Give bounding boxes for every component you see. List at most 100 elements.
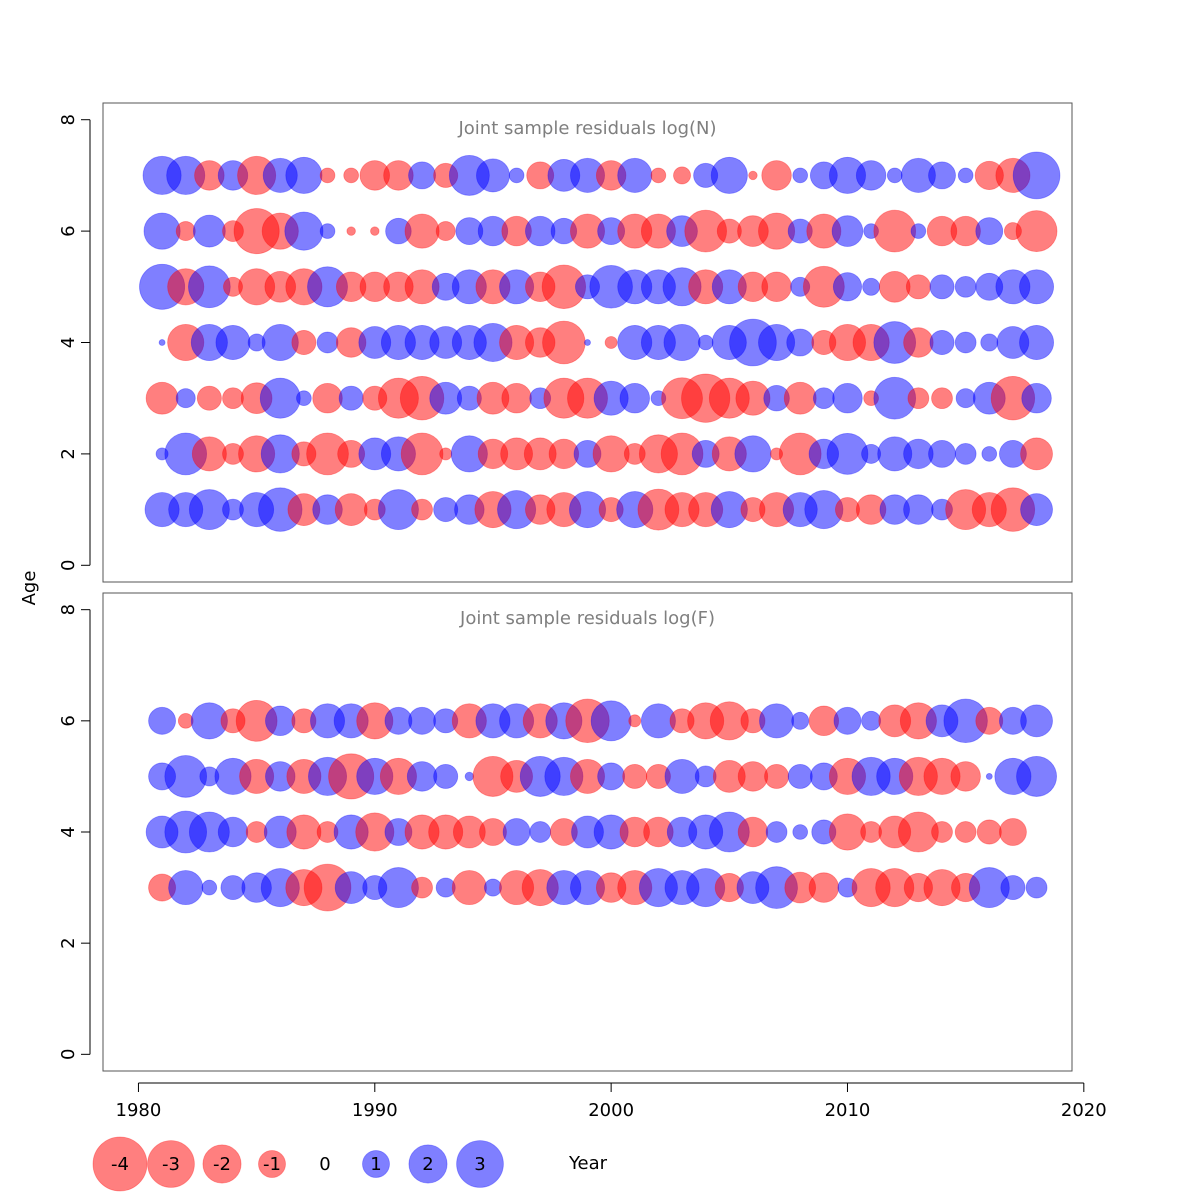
residual-bubble xyxy=(1021,383,1052,414)
residual-bubble xyxy=(954,275,977,298)
residual-bubble xyxy=(406,761,438,792)
legend-item: -4 xyxy=(92,1136,148,1192)
x-tick-label: 1980 xyxy=(116,1100,162,1121)
residual-bubble xyxy=(903,327,934,358)
y-tick-label: 8 xyxy=(58,604,79,615)
legend-title: Year xyxy=(568,1153,608,1174)
residual-bubble xyxy=(828,813,866,851)
y-tick-label: 0 xyxy=(58,1049,79,1060)
legend-item: -2 xyxy=(202,1144,242,1184)
y-tick-label: 2 xyxy=(58,448,79,459)
legend-item: -3 xyxy=(147,1140,195,1188)
residual-bubble xyxy=(931,821,953,843)
residual-bubble xyxy=(928,439,956,468)
residual-bubble xyxy=(761,160,792,191)
residual-bubble xyxy=(525,215,556,247)
panel-title: Joint sample residuals log(N) xyxy=(457,118,716,139)
x-tick-label: 1990 xyxy=(352,1100,398,1121)
legend-bubble xyxy=(408,1144,448,1184)
residual-bubble xyxy=(929,274,955,300)
residual-bubble xyxy=(476,158,510,193)
residual-bubble xyxy=(319,167,336,184)
residual-bubble xyxy=(145,381,179,415)
legend-label: -4 xyxy=(111,1154,129,1175)
residual-bubble xyxy=(259,377,301,419)
residual-bubble xyxy=(957,167,974,184)
residual-bubble xyxy=(792,167,809,184)
residual-bubble xyxy=(411,498,433,521)
x-tick-label: 2010 xyxy=(825,1100,871,1121)
residual-bubble xyxy=(584,339,591,346)
residual-bubble xyxy=(628,714,642,728)
residual-bubble xyxy=(408,706,436,735)
residual-bubble xyxy=(764,763,790,789)
residual-bubble xyxy=(734,435,772,473)
residual-bubble xyxy=(903,494,934,525)
residual-bubble xyxy=(1020,493,1053,526)
y-axis-label: Age xyxy=(19,571,40,606)
residual-bubble xyxy=(215,325,251,360)
residual-bubble xyxy=(831,215,864,247)
residual-bubble xyxy=(508,167,525,184)
legend-bubble xyxy=(362,1150,390,1178)
residual-bubble xyxy=(954,821,977,843)
residual-bubble xyxy=(408,161,436,190)
x-axis: 1980 1990 2000 2010 2020 xyxy=(116,1082,1107,1121)
residual-bubble xyxy=(222,387,244,410)
residual-bubble xyxy=(1025,876,1048,899)
legend-item: -1 xyxy=(258,1150,286,1178)
residual-bubble xyxy=(319,223,336,239)
residual-bubble xyxy=(201,879,218,896)
residual-bubble xyxy=(622,763,648,789)
residual-bubble xyxy=(148,706,176,735)
legend-item: 3 xyxy=(456,1140,504,1188)
residual-bubble xyxy=(855,160,887,191)
residual-bubble xyxy=(980,333,999,352)
residual-bubble xyxy=(175,388,196,409)
residual-bubble xyxy=(873,209,917,253)
residual-bubble xyxy=(291,330,317,355)
legend-label: -1 xyxy=(263,1154,281,1175)
residual-bubble xyxy=(786,328,815,357)
residual-bubble xyxy=(175,221,196,242)
residual-bubble xyxy=(168,870,204,906)
residual-bubble xyxy=(296,390,312,406)
residual-bubble xyxy=(759,703,795,739)
residual-bubble xyxy=(338,385,364,411)
residual-bubble xyxy=(748,170,758,181)
residual-bubble xyxy=(861,710,882,731)
residual-bubble xyxy=(435,221,456,242)
residual-bubble xyxy=(590,700,632,742)
residual-bubble xyxy=(312,383,343,414)
panels: 0 2 4 6 8 Joint sample residuals log(N) 0 2 4 6 8 J… xyxy=(58,102,1073,1072)
residual-bubble xyxy=(910,223,927,239)
residual-bubble xyxy=(954,443,977,465)
y-tick-label: 2 xyxy=(58,937,79,948)
legend-item: 2 xyxy=(408,1144,448,1184)
residual-bubble xyxy=(400,432,444,476)
residual-bubble xyxy=(1019,325,1055,360)
residual-bubble xyxy=(905,274,931,300)
residual-bubble xyxy=(886,167,903,184)
residual-bubble xyxy=(1012,151,1061,200)
residual-bubble xyxy=(950,761,981,792)
residual-bubble xyxy=(370,226,380,236)
residual-bubble xyxy=(217,816,249,848)
legend-label: -3 xyxy=(162,1154,180,1175)
residual-bubble xyxy=(808,872,840,903)
y-tick-label: 6 xyxy=(58,225,79,236)
residual-bubble xyxy=(761,271,792,302)
residual-bubble xyxy=(954,331,977,354)
y-tick-label: 0 xyxy=(58,560,79,571)
residual-bubble xyxy=(1020,704,1053,738)
residual-bubble xyxy=(907,387,930,410)
residual-bubble xyxy=(346,226,356,236)
residual-bubble xyxy=(542,320,586,365)
residual-bubble xyxy=(439,447,453,461)
residual-bubble xyxy=(931,387,953,410)
residual-bubble xyxy=(384,706,413,735)
x-tick-label: 2020 xyxy=(1061,1100,1107,1121)
residual-bubble xyxy=(158,339,166,346)
residual-bubble xyxy=(1020,437,1053,471)
